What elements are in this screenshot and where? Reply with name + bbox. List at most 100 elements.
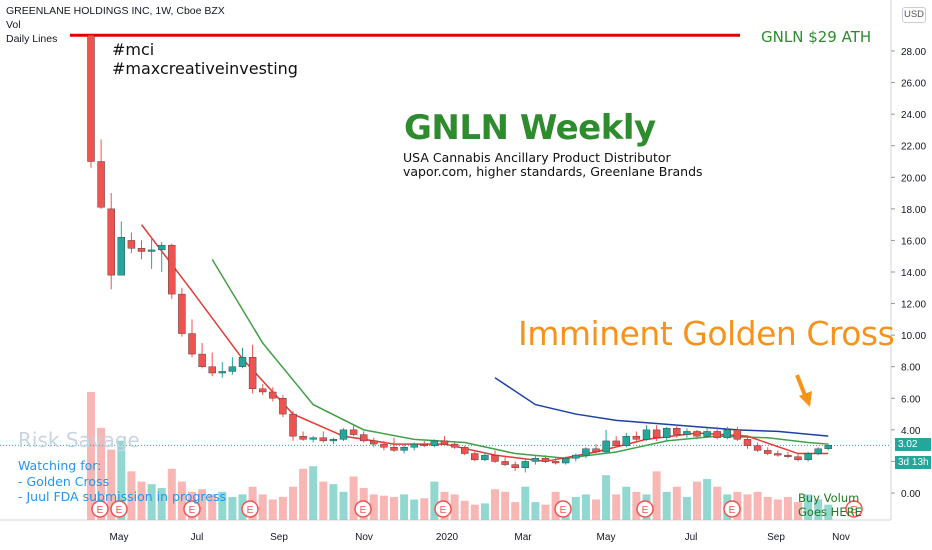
volume-bar <box>824 504 833 520</box>
daily-lines-label: Daily Lines <box>6 33 58 45</box>
candle <box>521 458 529 473</box>
volume-bar <box>107 449 116 520</box>
volume-bar <box>319 481 328 520</box>
volume-bar <box>753 491 762 520</box>
candle <box>693 429 701 440</box>
volume-bar <box>339 491 348 520</box>
x-tick-label: Sep <box>270 532 288 543</box>
x-tick-label: 2020 <box>436 532 459 543</box>
ma-mid-line <box>211 258 829 460</box>
candle-body <box>471 453 479 461</box>
y-tick-label: 28.00 <box>901 47 926 58</box>
candle-body <box>87 35 95 162</box>
candle-body <box>147 249 156 252</box>
candle <box>208 352 216 377</box>
bar-countdown-label: 3d 13h <box>895 456 931 469</box>
candle <box>753 442 762 452</box>
candle <box>329 437 338 445</box>
candle-body <box>400 447 408 451</box>
candle-body <box>208 366 216 374</box>
candle <box>632 431 641 441</box>
candle-body <box>410 443 418 448</box>
watching-line-2: - Golden Cross <box>18 473 110 489</box>
volume-bar <box>693 481 701 520</box>
candle-body <box>652 429 661 438</box>
y-tick-label: 12.00 <box>901 300 926 311</box>
watching-line-1: Watching for: <box>18 458 102 473</box>
candle <box>147 237 156 269</box>
candle-body <box>511 464 519 468</box>
volume-bar <box>662 491 671 520</box>
candle-body <box>319 437 327 442</box>
candle <box>652 425 661 441</box>
chart-legend: GREENLANE HOLDINGS INC, 1W, Cboe BZX Vol… <box>6 4 225 46</box>
watching-notes: Watching for: - Golden Cross - Juul FDA … <box>18 458 226 505</box>
candle-body <box>127 240 136 249</box>
earnings-marker: E <box>354 500 372 518</box>
earnings-marker-circle <box>845 500 863 518</box>
candle <box>481 451 489 462</box>
y-tick-label: 0.00 <box>901 489 921 500</box>
x-tick-label: Nov <box>832 532 850 543</box>
candle-body <box>491 454 499 462</box>
candle <box>764 447 772 456</box>
volume-bar <box>602 475 611 520</box>
hashtag-maxcreativeinvesting: #maxcreativeinvesting <box>112 59 298 78</box>
candle <box>794 453 802 462</box>
candle-body <box>238 357 247 367</box>
buy-note-line-2: Goes HERE <box>798 504 862 519</box>
volume-bar <box>420 498 429 520</box>
candle <box>390 437 398 452</box>
candle-body <box>279 398 287 415</box>
candle <box>461 445 469 456</box>
volume-bar <box>390 496 398 520</box>
volume-bar <box>612 494 621 520</box>
earnings-marker: E <box>183 500 201 518</box>
volume-bar <box>177 481 186 520</box>
candle <box>289 410 297 441</box>
earnings-marker-letter: E <box>189 505 196 516</box>
candle <box>218 361 227 378</box>
candle-body <box>612 440 620 446</box>
currency-button[interactable]: USD <box>902 7 926 23</box>
candle <box>299 431 307 441</box>
candle-body <box>360 434 368 442</box>
y-tick-label: 26.00 <box>901 79 926 90</box>
earnings-marker-circle <box>91 500 109 518</box>
earnings-marker-circle <box>110 500 128 518</box>
candle <box>491 450 499 464</box>
candle-body <box>764 450 772 454</box>
y-tick-label: 14.00 <box>901 268 926 279</box>
y-tick-label: 8.00 <box>901 363 921 374</box>
earnings-marker-letter: E <box>729 505 736 516</box>
volume-bar <box>329 484 338 520</box>
candle-body <box>188 333 196 355</box>
candle-body <box>137 248 146 252</box>
volume-bar <box>137 481 146 520</box>
candle <box>279 395 287 418</box>
candle <box>663 426 671 441</box>
volume-bar <box>349 476 358 520</box>
candle-body <box>582 448 590 456</box>
candle-body <box>723 429 731 438</box>
candle-body <box>339 429 348 440</box>
candle <box>551 458 560 465</box>
candle <box>784 451 792 459</box>
candle-body <box>683 431 691 435</box>
volume-bar <box>430 481 439 520</box>
candle <box>339 428 348 441</box>
volume-bar <box>97 427 106 520</box>
candle <box>188 319 196 358</box>
candle <box>198 343 206 369</box>
candle-body <box>733 429 742 440</box>
candle-body <box>521 461 529 468</box>
candle-body <box>380 443 388 448</box>
volume-bar <box>369 494 378 520</box>
candle <box>582 447 590 459</box>
candle-body <box>450 443 459 448</box>
y-tick-label: 18.00 <box>901 205 926 216</box>
last-price-label: 3.02 <box>895 438 931 451</box>
buy-volume-note: Buy Volum Goes HERE <box>798 491 862 519</box>
volume-bar <box>450 494 459 520</box>
